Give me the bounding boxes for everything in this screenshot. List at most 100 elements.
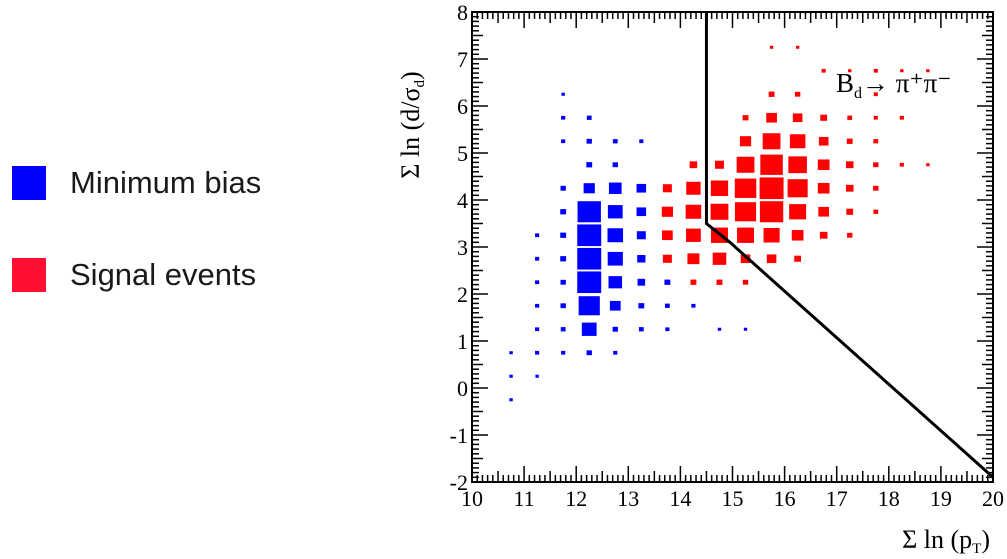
signal-cell bbox=[821, 68, 826, 73]
minimum-bias-cell bbox=[691, 303, 696, 308]
signal-cell bbox=[742, 279, 749, 285]
signal-cell bbox=[759, 177, 784, 200]
minimum-bias-cell bbox=[577, 201, 601, 223]
x-tick-label: 19 bbox=[930, 486, 952, 511]
signal-cell bbox=[817, 182, 830, 194]
minimum-bias-cell bbox=[561, 139, 566, 144]
signal-cell bbox=[818, 136, 829, 146]
minimum-bias-cell bbox=[608, 276, 623, 289]
minimum-bias-cell bbox=[535, 350, 540, 355]
y-axis-label: Σ ln (d/σd) bbox=[396, 71, 428, 178]
signal-cell bbox=[739, 136, 752, 147]
signal-cell bbox=[710, 203, 729, 220]
signal-cell bbox=[873, 162, 879, 168]
legend-swatch-signal-events bbox=[12, 258, 46, 292]
x-tick-label: 15 bbox=[722, 486, 744, 511]
minimum-bias-cell bbox=[607, 205, 623, 219]
signal-cell bbox=[794, 91, 801, 97]
minimum-bias-cell bbox=[577, 271, 602, 294]
y-tick-label: 2 bbox=[457, 282, 468, 307]
signal-cell bbox=[846, 208, 854, 215]
minimum-bias-cell bbox=[577, 224, 602, 247]
signal-cell bbox=[795, 45, 800, 49]
minimum-bias-cell bbox=[586, 162, 593, 168]
signal-cell bbox=[710, 180, 729, 197]
legend-item-signal-events: Signal events bbox=[12, 257, 256, 293]
legend-swatch-minimum-bias bbox=[12, 166, 46, 200]
x-tick-label: 16 bbox=[774, 486, 796, 511]
legend-label-signal-events: Signal events bbox=[70, 257, 257, 292]
y-tick-label: 7 bbox=[457, 47, 468, 72]
minimum-bias-cell bbox=[638, 327, 644, 332]
minimum-bias-cell bbox=[586, 350, 592, 356]
signal-cell bbox=[791, 229, 804, 241]
axes-layer bbox=[471, 11, 994, 483]
annotation-decay: Bd→ π⁺π⁻ bbox=[836, 68, 952, 102]
signal-cell bbox=[662, 184, 672, 193]
signal-cell bbox=[760, 154, 783, 175]
signal-cell bbox=[686, 228, 701, 242]
annotation-base: B bbox=[836, 68, 854, 98]
cells-layer bbox=[509, 45, 930, 402]
signal-cell bbox=[737, 227, 754, 243]
signal-cell bbox=[845, 184, 854, 192]
minimum-bias-cell bbox=[581, 322, 597, 336]
signal-cell bbox=[687, 253, 700, 265]
minimum-bias-cell bbox=[607, 228, 624, 243]
signal-cell bbox=[769, 45, 774, 49]
minimum-bias-cell bbox=[560, 185, 566, 191]
minimum-bias-cell bbox=[608, 182, 622, 194]
x-tick-label: 12 bbox=[565, 486, 587, 511]
minimum-bias-cell bbox=[561, 115, 566, 120]
x-tick-label: 11 bbox=[514, 486, 535, 511]
annotation-rest: → π⁺π⁻ bbox=[862, 68, 952, 98]
signal-cell bbox=[873, 139, 879, 144]
signal-cell bbox=[734, 178, 757, 198]
signal-cell bbox=[740, 254, 751, 264]
signal-cell bbox=[685, 204, 702, 219]
signal-cell bbox=[686, 181, 701, 195]
signal-cell bbox=[926, 69, 930, 73]
y-tick-label: 3 bbox=[457, 235, 468, 260]
x-tick-label: 18 bbox=[878, 486, 900, 511]
signal-cell bbox=[662, 230, 673, 241]
x-tick-label: 17 bbox=[826, 486, 848, 511]
signal-cell bbox=[742, 115, 749, 121]
signal-cell bbox=[768, 91, 775, 97]
cut-line bbox=[704, 12, 994, 479]
minimum-bias-cell bbox=[535, 280, 540, 285]
signal-cell bbox=[873, 209, 879, 214]
minimum-bias-cell bbox=[665, 327, 670, 332]
y-tick-label: 1 bbox=[457, 329, 468, 354]
minimum-bias-cell bbox=[578, 296, 600, 316]
minimum-bias-cell bbox=[664, 279, 671, 285]
signal-cell bbox=[847, 232, 853, 238]
signal-cell bbox=[848, 69, 852, 73]
annotation-sub: d bbox=[854, 85, 862, 102]
signal-cell bbox=[873, 92, 878, 97]
minimum-bias-cell bbox=[561, 350, 566, 355]
signal-cell bbox=[766, 254, 777, 264]
minimum-bias-cell bbox=[560, 279, 566, 285]
x-tick-label: 10 bbox=[461, 486, 483, 511]
minimum-bias-cell bbox=[613, 350, 618, 355]
signal-cell bbox=[926, 163, 930, 167]
signal-cell bbox=[766, 112, 777, 123]
signal-cell bbox=[714, 160, 724, 169]
svg-text:Bd→ π⁺π⁻: Bd→ π⁺π⁻ bbox=[836, 68, 952, 102]
minimum-bias-cell bbox=[636, 207, 647, 217]
minimum-bias-cell bbox=[535, 233, 540, 238]
minimum-bias-cell bbox=[612, 139, 618, 144]
minimum-bias-cell bbox=[535, 303, 540, 308]
x-tick-label: 14 bbox=[669, 486, 691, 511]
minimum-bias-cell bbox=[664, 303, 670, 308]
signal-cell bbox=[787, 179, 808, 198]
signal-cell bbox=[820, 114, 828, 121]
minimum-bias-cell bbox=[639, 139, 644, 144]
signal-cell bbox=[873, 68, 878, 73]
minimum-bias-cell bbox=[561, 92, 565, 96]
signal-cell bbox=[763, 227, 780, 243]
y-tick-label: 6 bbox=[457, 94, 468, 119]
signal-cell bbox=[690, 279, 697, 285]
